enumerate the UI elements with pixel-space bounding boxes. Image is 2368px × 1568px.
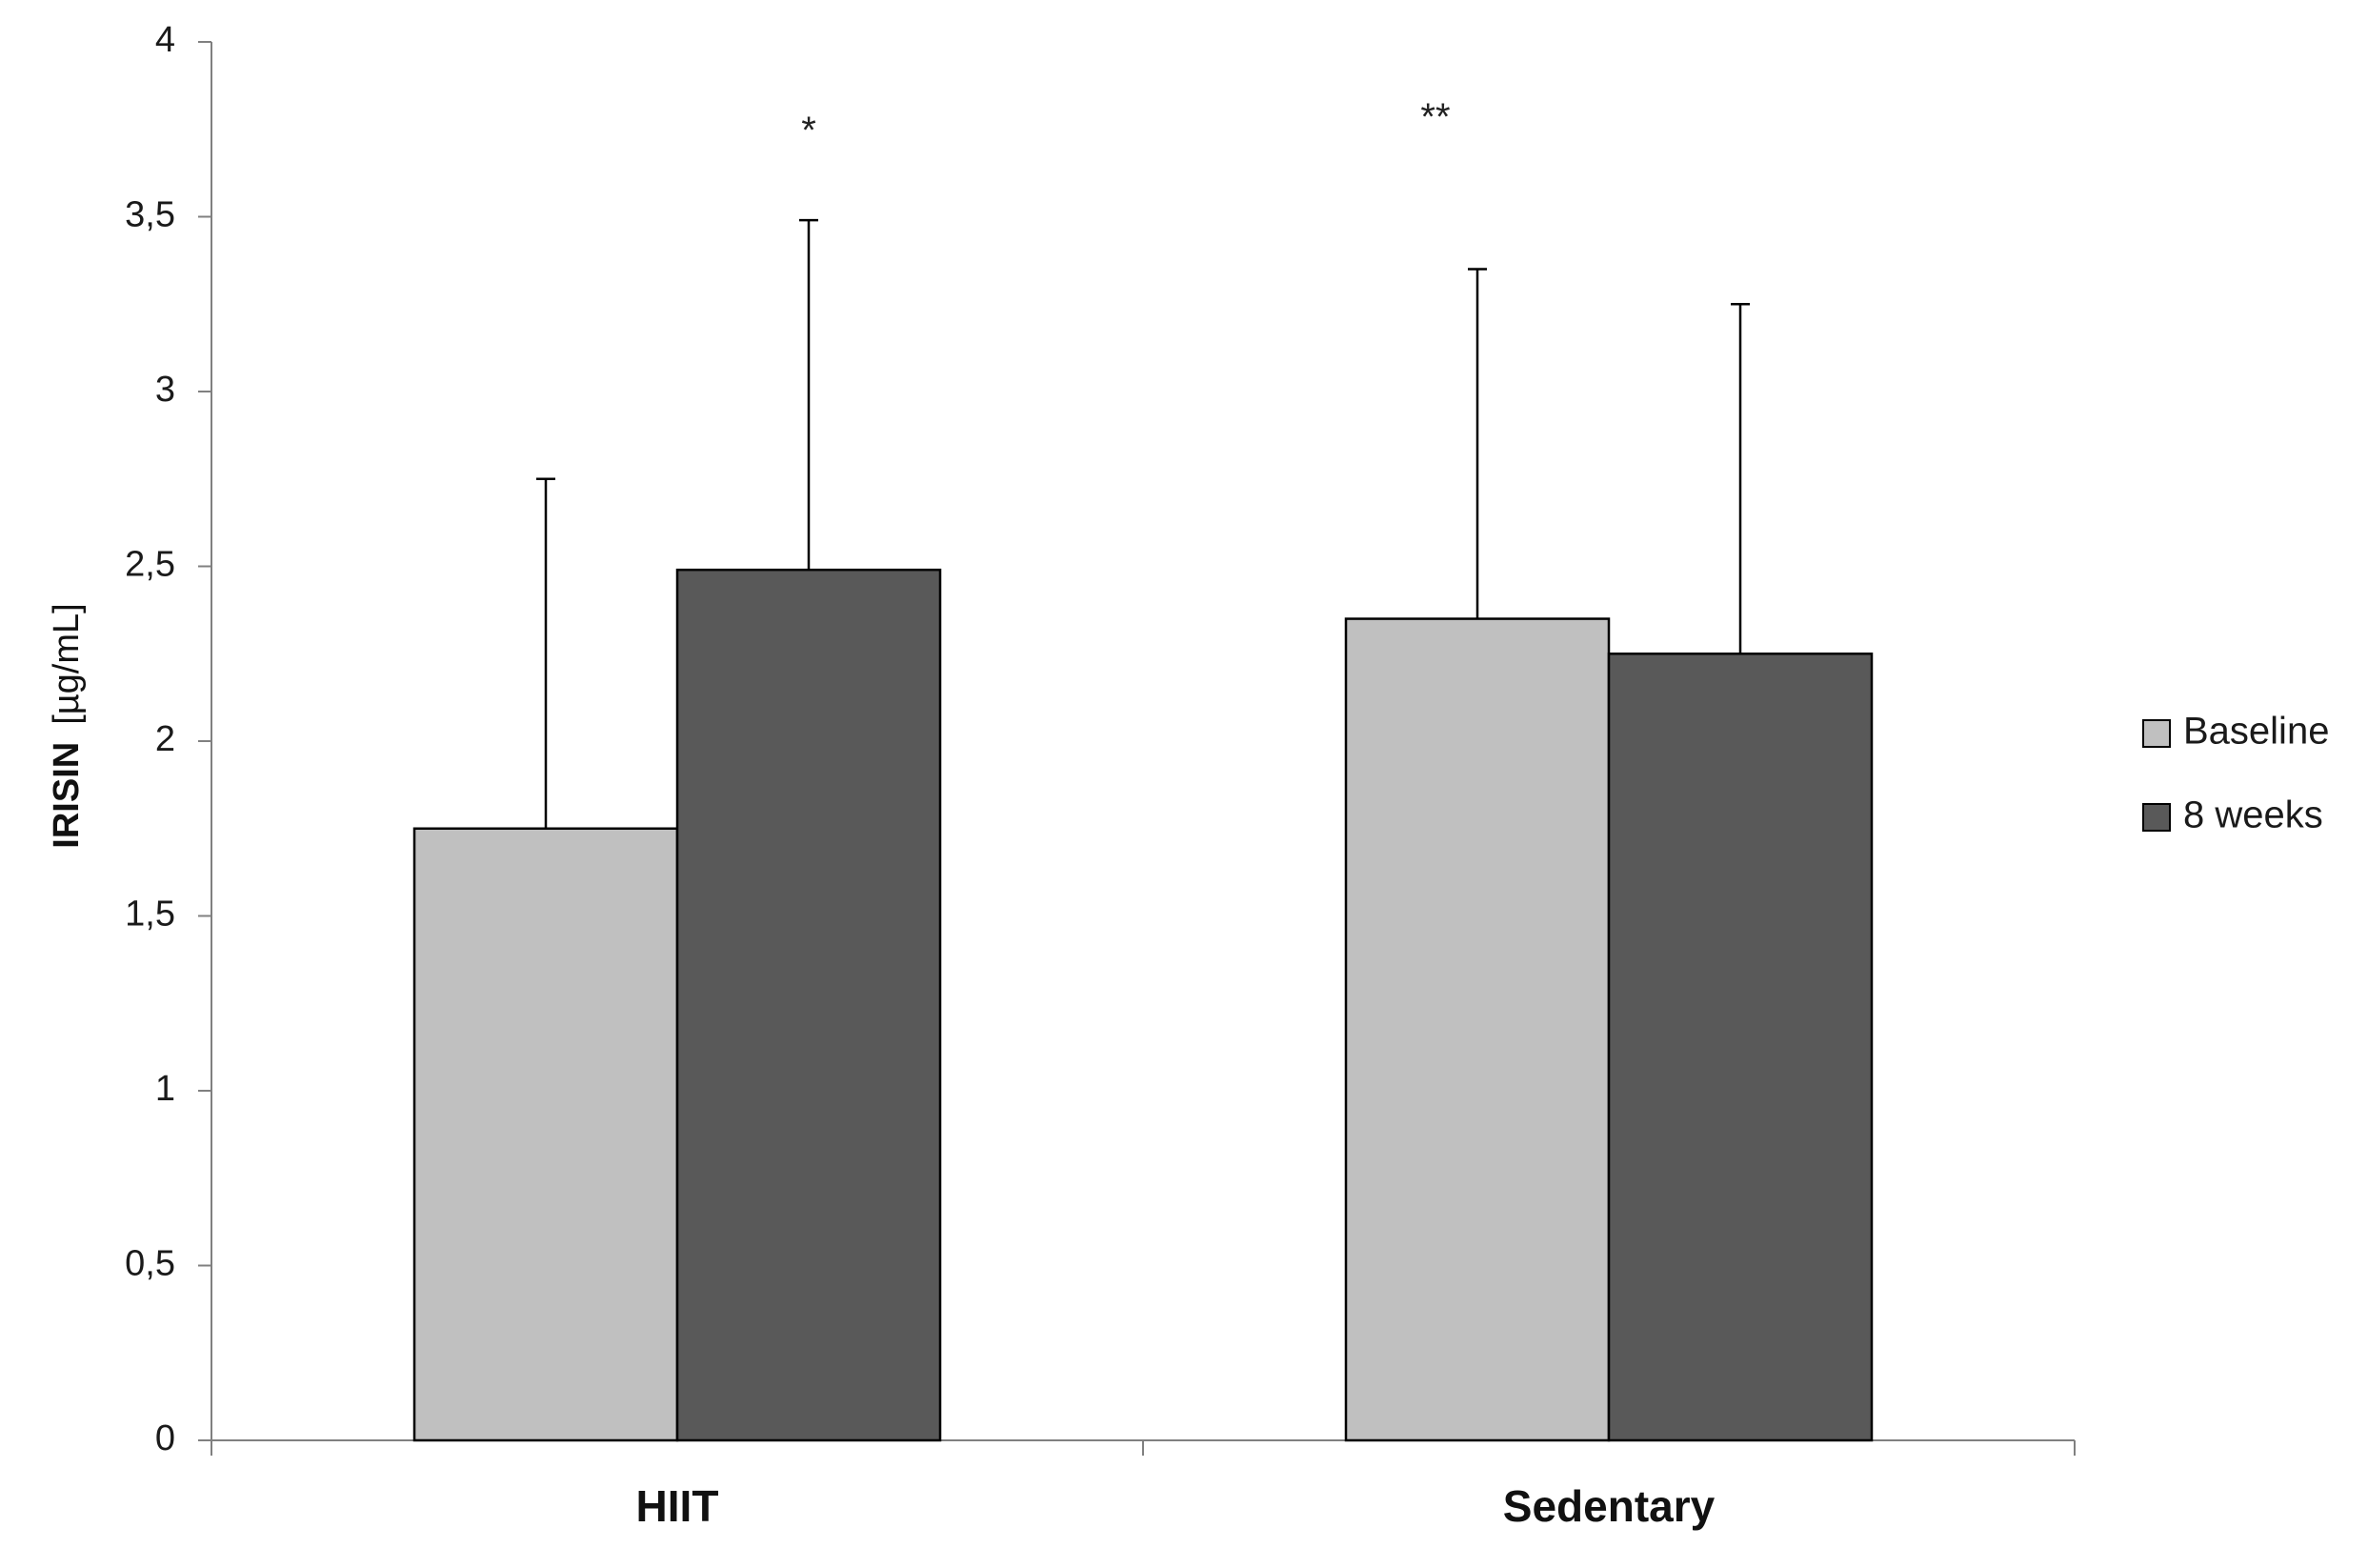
error-bars [536,218,1750,829]
y-tick-label: 4 [155,20,175,60]
y-axis: 0 0,5 1 1,5 2 2,5 3 3,5 4 [125,20,212,1458]
y-tick-label: 3 [155,370,175,410]
x-category-label: Sedentary [1503,1481,1716,1531]
significance-marker: * [801,110,816,151]
y-tick-label: 2 [155,719,175,759]
y-tick-label: 1,5 [125,895,175,935]
y-axis-label-unit: [µg/mL] [47,603,87,725]
y-tick-label: 0,5 [125,1244,175,1284]
y-tick-label: 1 [155,1069,175,1109]
legend-swatch [2142,803,2171,832]
bars [412,568,1874,1442]
y-axis-label-main: IRISIN [47,742,87,849]
x-category-label: HIIT [636,1481,719,1531]
y-tick-label: 2,5 [125,545,175,585]
legend: Baseline 8 weeks [2142,711,2329,836]
legend-label: Baseline [2183,711,2329,753]
y-tick-label: 0 [155,1418,175,1458]
legend-swatch [2142,719,2171,748]
bar [1344,617,1611,1442]
significance-annotations: * ** [801,96,1450,151]
significance-marker: ** [1420,96,1450,138]
bar [1607,653,1874,1442]
y-tick-label: 3,5 [125,195,175,235]
bar [412,827,679,1442]
x-axis: HIIT Sedentary [211,1439,2076,1531]
y-axis-label: IRISIN [µg/mL] [47,603,87,848]
bar [675,568,942,1442]
legend-label: 8 weeks [2183,794,2323,836]
